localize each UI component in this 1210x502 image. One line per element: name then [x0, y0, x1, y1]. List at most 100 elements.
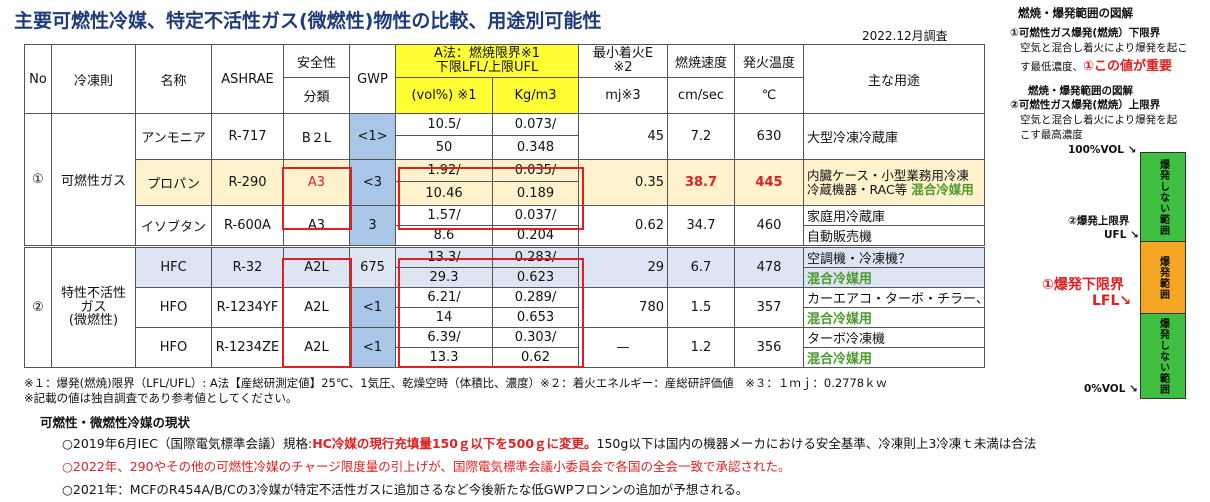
- kg-upper: 0.653: [492, 307, 579, 328]
- refrigerant-comparison-table: No 冷凍則 名称 ASHRAE 安全性 GWP A法：燃焼限界※1 下限LFL…: [24, 44, 985, 368]
- vol-lower: 1.92/: [395, 159, 493, 182]
- lfl-header-line2: 下限LFL/上限UFL: [435, 60, 539, 75]
- diagram-item1-head: ①可燃性ガス爆発(燃焼）下限界: [1010, 27, 1161, 39]
- label-100-vol: 100%VOL ↘: [1068, 144, 1137, 156]
- label-lfl-2-text: LFL: [1092, 293, 1120, 309]
- label-ufl-1: ②爆発上限界: [1068, 215, 1130, 227]
- col-header-no: No: [24, 44, 52, 114]
- header-row-2: 分類 (vol%) ※1 Kg/m3 mj※3 cm/sec ℃: [25, 77, 985, 114]
- diagram-item1-line2a: す最低濃度、: [1020, 61, 1083, 73]
- header-row-1: No 冷凍則 名称 ASHRAE 安全性 GWP A法：燃焼限界※1 下限LFL…: [24, 44, 985, 114]
- vol-lower: 10.5/: [395, 113, 493, 136]
- ignition-temp: 357: [734, 287, 804, 328]
- ignition-temp: 478: [734, 245, 804, 288]
- status-line-1-c: 150g以下は国内の機器メーカにおける安全基準、冷凍則上3冷凍ｔ未満は合法: [596, 436, 1037, 451]
- diagram-item2-line1: 空気と混合し着火により爆発を起: [1020, 114, 1178, 126]
- status-line-2: ○2022年、290やその他の可燃性冷媒のチャージ限度量の引上げが、国際電気標準…: [62, 459, 791, 474]
- vol-upper: 13.3: [395, 347, 493, 368]
- usage: 空調機・冷凍機？: [803, 245, 985, 268]
- ashrae-code: R-1234YF: [211, 287, 284, 328]
- diagram-item2-title: 燃焼・爆発範囲の図解: [1028, 85, 1133, 97]
- ashrae-code: R-600A: [211, 205, 284, 247]
- status-line-3: ○2021年：MCFのR454A/B/Cの3冷媒が特定不活性ガスに追加さるなど今…: [62, 482, 749, 497]
- gwp-value: 3: [349, 205, 396, 247]
- mie-header-line1: 最小着火E: [592, 46, 654, 62]
- range-label-explosive: 爆発範囲: [1157, 255, 1169, 300]
- col-header-usage: 主な用途: [803, 44, 985, 114]
- table-row: イソブタン R-600A A3 3 1.57/ 0.037/ 0.62 34.7…: [25, 205, 985, 247]
- refrigerant-name: イソブタン: [135, 205, 212, 247]
- group-class-line3: (微燃性): [68, 313, 119, 329]
- status-heading: 可燃性・微燃性冷媒の現状: [40, 415, 191, 430]
- usage: 大型冷凍冷蔵庫: [803, 113, 985, 160]
- table-row-sub: 14 0.653 混合冷媒用: [25, 307, 985, 328]
- range-label-safe-bottom: 爆発しない範囲: [1157, 317, 1169, 395]
- ignition-temp: 356: [734, 327, 804, 368]
- label-0-vol-text: 0%VOL: [1084, 383, 1126, 395]
- table-row: プロパン R-290 A3 <3 1.92/ 0.035/ 0.35 38.7 …: [25, 159, 985, 206]
- col-header-mie: 最小着火E ※2: [578, 44, 668, 78]
- diagram-title: 燃焼・爆発範囲の図解: [1018, 6, 1133, 20]
- vol-upper: 10.46: [395, 181, 493, 206]
- vol-lower: 1.57/: [395, 205, 493, 226]
- refrigerant-name: HFO: [135, 327, 212, 368]
- mie-value: 45: [578, 113, 668, 160]
- safety-class: B２L: [283, 113, 350, 160]
- col-header-mie-unit: mj※3: [578, 77, 668, 114]
- kg-lower: 0.035/: [492, 159, 579, 182]
- vol-lower: 6.21/: [395, 287, 493, 308]
- usage: カーエアコ・ターボ・チラー、: [803, 287, 985, 308]
- col-header-burn-speed: 燃焼速度: [667, 44, 735, 78]
- refrigerant-name: プロパン: [135, 159, 212, 206]
- survey-date: 2022.12月調査: [862, 29, 948, 43]
- mie-value: 0.35: [578, 159, 668, 206]
- table-row: HFO R-1234YF A2L <1 6.21/ 0.289/ 780 1.5…: [25, 287, 985, 328]
- kg-upper: 0.189: [492, 181, 579, 206]
- vol-upper: 29.3: [395, 267, 493, 288]
- table-row-sub: 13.3 0.62 混合冷媒用: [25, 347, 985, 368]
- mie-value: 780: [578, 287, 668, 328]
- col-header-class: 冷凍則: [51, 44, 136, 114]
- label-0-vol: 0%VOL ↘: [1084, 383, 1138, 395]
- vol-upper: 50: [395, 135, 493, 160]
- kg-lower: 0.289/: [492, 287, 579, 308]
- diagram-item1-line2: す最低濃度、①この値が重要: [1020, 55, 1172, 74]
- gwp-value: <1: [349, 287, 396, 328]
- mie-value: 0.62: [578, 205, 668, 247]
- usage-mixed: 混合冷媒用: [803, 307, 985, 328]
- ignition-temp: 460: [734, 205, 804, 247]
- table-row: ② 特性不活性 ガス (微燃性) HFC R-32 A2L 675 13.3/ …: [24, 245, 985, 368]
- usage-line2: 自動販売機: [803, 225, 985, 247]
- diagram-item2-line2: こす最高濃度: [1020, 129, 1083, 141]
- table-row-sub: 29.3 0.623 混合冷媒用: [25, 267, 985, 288]
- group-class-line1: 特性不活性: [60, 286, 126, 302]
- footnote-2: ※記載の値は独自調査であり参考値としてください。: [24, 391, 298, 405]
- label-ufl-2: UFL ↘: [1104, 229, 1139, 241]
- table-row: ① 可燃性ガス アンモニア R-717 B２L <1> 10.5/ 0.073/…: [24, 113, 985, 247]
- safety-class: A3: [283, 159, 350, 206]
- ashrae-code: R-717: [211, 113, 284, 160]
- status-line-1-b: HC冷媒の現行充填量150ｇ以下を500ｇに変更。: [312, 436, 597, 451]
- burn-speed: 7.2: [667, 113, 735, 160]
- refrigerant-name: HFO: [135, 287, 212, 328]
- ignition-temp: 445: [734, 159, 804, 206]
- burn-speed: 1.2: [667, 327, 735, 368]
- usage: ターボ冷凍機: [803, 327, 985, 348]
- mie-value: 29: [578, 245, 668, 288]
- col-header-temp-unit: ℃: [734, 77, 804, 114]
- label-100-vol-text: 100%VOL: [1068, 144, 1124, 156]
- refrigerant-name: HFC: [135, 245, 212, 288]
- vol-upper: 14: [395, 307, 493, 328]
- status-line-1-a: ○2019年6月IEC（国際電気標準会議）規格:: [62, 436, 313, 451]
- table-row: HFO R-1234ZE A2L <1 6.39/ 0.303/ — 1.2 3…: [25, 327, 985, 368]
- mie-value: —: [578, 327, 668, 368]
- usage-mixed: 混合冷媒用: [803, 347, 985, 368]
- col-header-gwp: GWP: [349, 44, 396, 114]
- burn-speed: 6.7: [667, 245, 735, 288]
- col-header-ignition-temp: 発火温度: [734, 44, 804, 78]
- status-line-1: ○2019年6月IEC（国際電気標準会議）規格:HC冷媒の現行充填量150ｇ以下…: [62, 433, 1036, 452]
- table-row-sub: 50 0.348: [25, 135, 985, 160]
- safety-class: A3: [283, 205, 350, 247]
- ashrae-code: R-1234ZE: [211, 327, 284, 368]
- footnote-1: ※１：爆発(燃焼)限界（LFL/UFL）: A法【産総研測定値】25℃、1気圧、…: [24, 376, 888, 390]
